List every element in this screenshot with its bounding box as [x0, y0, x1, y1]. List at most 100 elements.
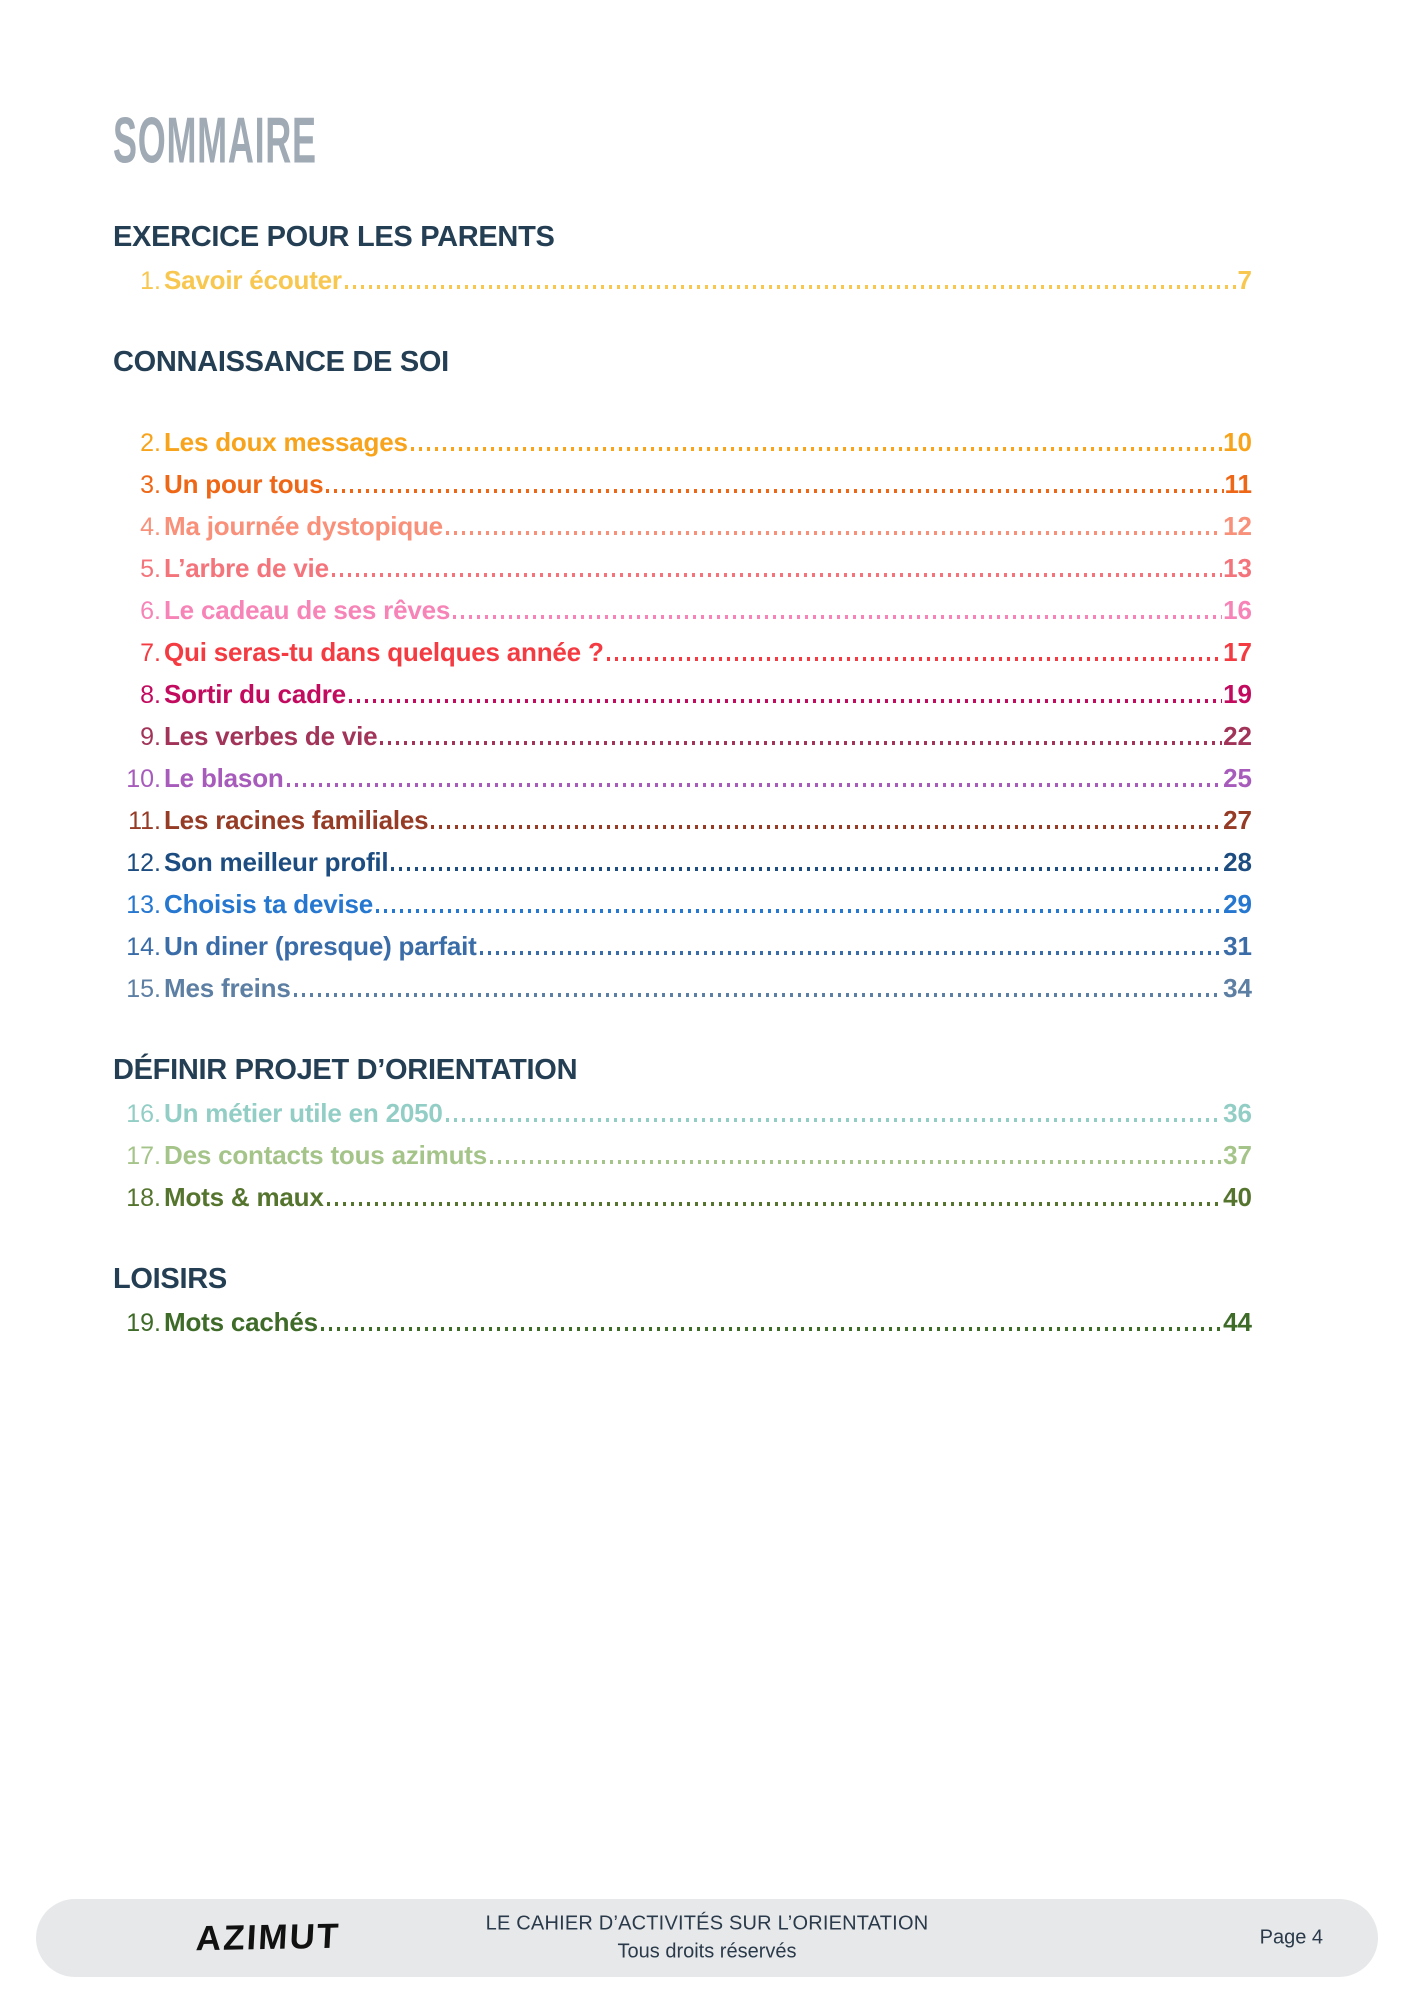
dot-leader [489, 1159, 1223, 1164]
toc-section: LOISIRS 19. Mots cachés 44 [113, 1262, 1252, 1337]
entry-page-number: 19 [1223, 678, 1252, 709]
toc-entry[interactable]: 8. Sortir du cadre 19 [113, 678, 1252, 709]
section-heading: LOISIRS [113, 1262, 227, 1295]
footer-text: LE CAHIER D’ACTIVITÉS SUR L’ORIENTATION … [357, 1913, 1057, 1964]
dot-leader [453, 614, 1223, 619]
entry-title: Ma journée dystopique [164, 510, 443, 541]
dot-leader [410, 446, 1223, 451]
toc-sections: EXERCICE POUR LES PARENTS 1. Savoir écout… [113, 221, 1253, 1337]
entry-number: 6. [140, 596, 161, 625]
entry-title: Savoir écouter [164, 264, 342, 295]
section-heading: EXERCICE POUR LES PARENTS [113, 221, 555, 253]
entry-page-number: 29 [1223, 888, 1252, 919]
entry-page-number: 16 [1223, 594, 1252, 625]
entry-title: Mes freins [164, 972, 291, 1003]
dot-leader [479, 950, 1223, 955]
section-entries: 1. Savoir écouter 7 [113, 264, 1252, 295]
entry-page-number: 40 [1223, 1181, 1252, 1212]
entry-number: 15. [126, 974, 161, 1003]
dot-leader [391, 866, 1223, 871]
entry-page-number: 22 [1223, 720, 1252, 751]
dot-leader [344, 284, 1237, 289]
entry-page-number: 25 [1223, 762, 1252, 793]
entry-page-number: 17 [1223, 636, 1252, 667]
entry-page-number: 27 [1223, 804, 1252, 835]
entry-number: 10. [126, 764, 161, 793]
footer-document-title: LE CAHIER D’ACTIVITÉS SUR L’ORIENTATION [485, 1912, 929, 1935]
dot-leader [326, 1201, 1223, 1206]
azimut-logo: AZIMUT [195, 1916, 342, 1959]
toc-entry[interactable]: 11. Les racines familiales 27 [113, 804, 1252, 835]
entry-number: 11. [128, 806, 161, 835]
entry-number: 13. [126, 890, 161, 919]
entry-number: 3. [140, 470, 161, 499]
entry-page-number: 31 [1223, 930, 1252, 961]
toc-entry[interactable]: 4. Ma journée dystopique 12 [113, 510, 1252, 541]
entry-page-number: 44 [1223, 1306, 1252, 1337]
section-heading: DÉFINIR PROJET D’ORIENTATION [113, 1053, 578, 1086]
toc-entry[interactable]: 13. Choisis ta devise 29 [113, 888, 1252, 919]
entry-title: Mots & maux [164, 1181, 324, 1212]
entry-title: Les verbes de vie [164, 720, 378, 751]
toc-section: CONNAISSANCE DE SOI 2. Les doux messages 1… [113, 345, 1253, 1003]
entry-page-number: 37 [1223, 1139, 1252, 1170]
entry-page-number: 13 [1223, 552, 1252, 583]
dot-leader [286, 782, 1223, 787]
entry-page-number: 36 [1223, 1097, 1252, 1128]
entry-number: 4. [140, 512, 161, 541]
toc-entry[interactable]: 7. Qui seras-tu dans quelques année ? 17 [113, 636, 1252, 667]
dot-leader [445, 1117, 1223, 1122]
entry-page-number: 34 [1223, 972, 1252, 1003]
entry-title: Les doux messages [164, 426, 408, 457]
entry-number: 17. [126, 1141, 161, 1170]
entry-number: 19. [126, 1308, 161, 1337]
section-heading: CONNAISSANCE DE SOI [113, 345, 449, 378]
toc-entry[interactable]: 2. Les doux messages 10 [113, 426, 1252, 457]
toc-entry[interactable]: 5. L’arbre de vie 13 [113, 552, 1252, 583]
entry-title: L’arbre de vie [164, 552, 329, 583]
entry-page-number: 7 [1237, 264, 1252, 295]
dot-leader [606, 656, 1223, 661]
entry-title: Son meilleur profil [164, 846, 389, 877]
entry-number: 14. [126, 932, 161, 961]
toc-entry[interactable]: 9. Les verbes de vie 22 [113, 720, 1252, 751]
toc-entry[interactable]: 16. Un métier utile en 2050 36 [113, 1097, 1252, 1128]
toc-entry[interactable]: 3. Un pour tous 11 [113, 468, 1253, 499]
entry-number: 5. [140, 554, 161, 583]
entry-number: 9. [140, 722, 161, 751]
entry-title: Un pour tous [164, 468, 324, 499]
entry-number: 7. [140, 638, 161, 667]
toc-section: EXERCICE POUR LES PARENTS 1. Savoir écout… [113, 221, 1252, 295]
footer-page-number: Page 4 [1259, 1926, 1323, 1949]
toc-entry[interactable]: 14. Un diner (presque) parfait 31 [113, 930, 1252, 961]
entry-title: Un diner (presque) parfait [164, 930, 477, 961]
entry-number: 2. [140, 428, 161, 457]
entry-title: Choisis ta devise [164, 888, 374, 919]
entry-number: 8. [140, 680, 161, 709]
section-entries: 19. Mots cachés 44 [113, 1306, 1252, 1337]
toc-entry[interactable]: 6. Le cadeau de ses rêves 16 [113, 594, 1252, 625]
toc-entry[interactable]: 12. Son meilleur profil 28 [113, 846, 1252, 877]
dot-leader [380, 740, 1223, 745]
entry-number: 12. [126, 848, 161, 877]
entry-number: 16. [126, 1099, 161, 1128]
dot-leader [431, 824, 1223, 829]
toc-entry[interactable]: 1. Savoir écouter 7 [113, 264, 1252, 295]
toc-content: SOMMAIRE EXERCICE POUR LES PARENTS 1. Sav… [113, 108, 1253, 1337]
toc-entry[interactable]: 10. Le blason 25 [113, 762, 1252, 793]
entry-page-number: 28 [1223, 846, 1252, 877]
dot-leader [445, 530, 1223, 535]
entry-page-number: 11 [1224, 468, 1253, 499]
toc-entry[interactable]: 18. Mots & maux 40 [113, 1181, 1252, 1212]
entry-title: Mots cachés [164, 1306, 318, 1337]
entry-page-number: 10 [1223, 426, 1252, 457]
footer-rights: Tous droits réservés [617, 1940, 797, 1963]
toc-entry[interactable]: 15. Mes freins 34 [113, 972, 1252, 1003]
dot-leader [348, 698, 1223, 703]
dot-leader [376, 908, 1223, 913]
entry-title: Le blason [164, 762, 284, 793]
dot-leader [326, 488, 1224, 493]
toc-entry[interactable]: 19. Mots cachés 44 [113, 1306, 1252, 1337]
toc-entry[interactable]: 17. Des contacts tous azimuts 37 [113, 1139, 1252, 1170]
